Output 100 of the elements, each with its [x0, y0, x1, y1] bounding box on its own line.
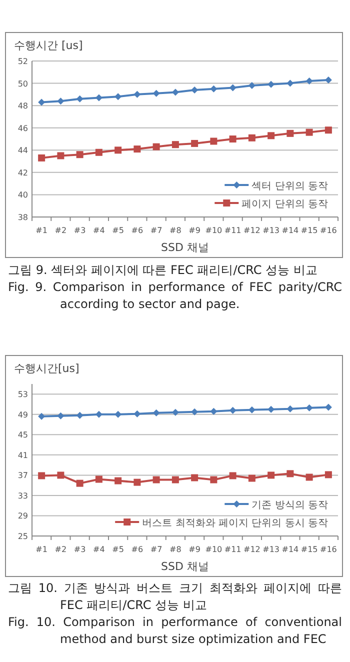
x-tick-label: #9 [188, 226, 200, 235]
x-tick-label: #12 [243, 226, 260, 235]
y-tick-label: 25 [18, 532, 28, 541]
point [210, 138, 218, 145]
y-axis-title: 수행시간 [us] [14, 39, 83, 52]
point [38, 412, 46, 420]
point [324, 126, 332, 134]
point [38, 472, 46, 480]
x-tick-label: #9 [188, 545, 200, 554]
point [286, 470, 294, 478]
y-tick-label: 37 [18, 471, 28, 480]
point [95, 410, 102, 418]
point [172, 408, 179, 416]
x-tick-label: #3 [74, 226, 86, 235]
point [229, 84, 236, 92]
caption: Fig. 9. Comparison in performance of FEC parity/CRC according to sector and page. [8, 279, 342, 313]
x-tick-label: #14 [282, 226, 299, 235]
point [286, 405, 294, 412]
x-tick-label: #7 [150, 226, 162, 235]
x-tick-label: #16 [320, 545, 337, 554]
x-tick-label: #1 [36, 226, 48, 235]
point [134, 146, 141, 153]
point [268, 406, 275, 413]
x-tick-label: #2 [54, 226, 67, 235]
x-tick-label: #3 [74, 545, 86, 554]
point [152, 143, 160, 150]
point [306, 78, 313, 85]
x-tick-label: #13 [262, 226, 280, 235]
x-tick-label: #6 [131, 545, 144, 554]
point [114, 477, 122, 484]
point [95, 94, 102, 102]
point [76, 412, 84, 419]
point [152, 90, 160, 97]
legend-label: 섹터 단위의 동작 [252, 181, 328, 192]
point [248, 82, 256, 90]
x-tick-label: #6 [131, 226, 144, 235]
point [38, 98, 46, 106]
x-tick-label: #4 [93, 545, 105, 554]
point [210, 476, 218, 484]
legend-label: 버스트 최적화와 페이지 단위의 동시 동작 [142, 518, 328, 529]
y-axis-title: 수행시간[us] [14, 362, 80, 375]
x-tick-label: #8 [170, 545, 182, 554]
point [210, 408, 218, 415]
point [172, 476, 179, 484]
y-tick-label: 41 [18, 450, 28, 460]
point [268, 80, 275, 88]
y-tick-label: 49 [18, 410, 28, 420]
x-tick-label: #10 [205, 226, 222, 235]
point [191, 140, 198, 147]
point [38, 154, 46, 162]
point [229, 472, 236, 480]
point [191, 474, 198, 482]
point [248, 134, 256, 142]
x-tick-label: #11 [224, 545, 242, 554]
x-tick-label: #5 [112, 545, 124, 554]
x-tick-label: #10 [205, 545, 222, 554]
point [57, 98, 64, 105]
x-tick-label: #15 [300, 226, 318, 235]
point [229, 406, 236, 414]
y-tick-label: 42 [18, 168, 28, 178]
point [114, 93, 122, 100]
point [306, 128, 313, 136]
x-tick-label: #7 [150, 545, 162, 554]
point [191, 86, 198, 94]
point [286, 80, 294, 87]
point [114, 146, 122, 154]
y-tick-label: 50 [18, 79, 28, 88]
point [152, 409, 160, 416]
x-tick-label: #8 [170, 226, 182, 235]
point [324, 471, 332, 478]
point [114, 410, 122, 418]
y-tick-label: 40 [18, 190, 28, 200]
y-tick-label: 45 [18, 430, 28, 440]
point [229, 136, 236, 142]
point [134, 478, 141, 486]
x-tick-label: #4 [93, 226, 105, 235]
point [286, 130, 294, 137]
point [172, 88, 179, 96]
y-tick-label: 46 [18, 124, 28, 133]
legend-label: 기존 방식의 동작 [252, 500, 328, 511]
point [210, 85, 218, 92]
point [76, 151, 84, 158]
point [134, 410, 141, 418]
caption: 그림 9. 섹터와 페이지에 따른 FEC 패리티/CRC 성능 비교 [8, 262, 318, 279]
point [76, 95, 84, 102]
x-tick-label: #14 [282, 545, 299, 554]
point [57, 472, 64, 479]
y-tick-label: 38 [18, 213, 28, 222]
point [191, 408, 198, 416]
legend-label: 페이지 단위의 동작 [242, 199, 328, 210]
x-tick-label: #16 [320, 226, 337, 235]
point [324, 76, 332, 84]
x-tick-label: #11 [224, 226, 242, 235]
point [57, 412, 64, 420]
point [306, 474, 313, 481]
point [152, 476, 160, 484]
y-tick-label: 33 [18, 491, 28, 500]
y-tick-label: 29 [18, 512, 28, 521]
x-tick-label: #12 [243, 545, 260, 554]
x-tick-label: #5 [112, 226, 124, 235]
